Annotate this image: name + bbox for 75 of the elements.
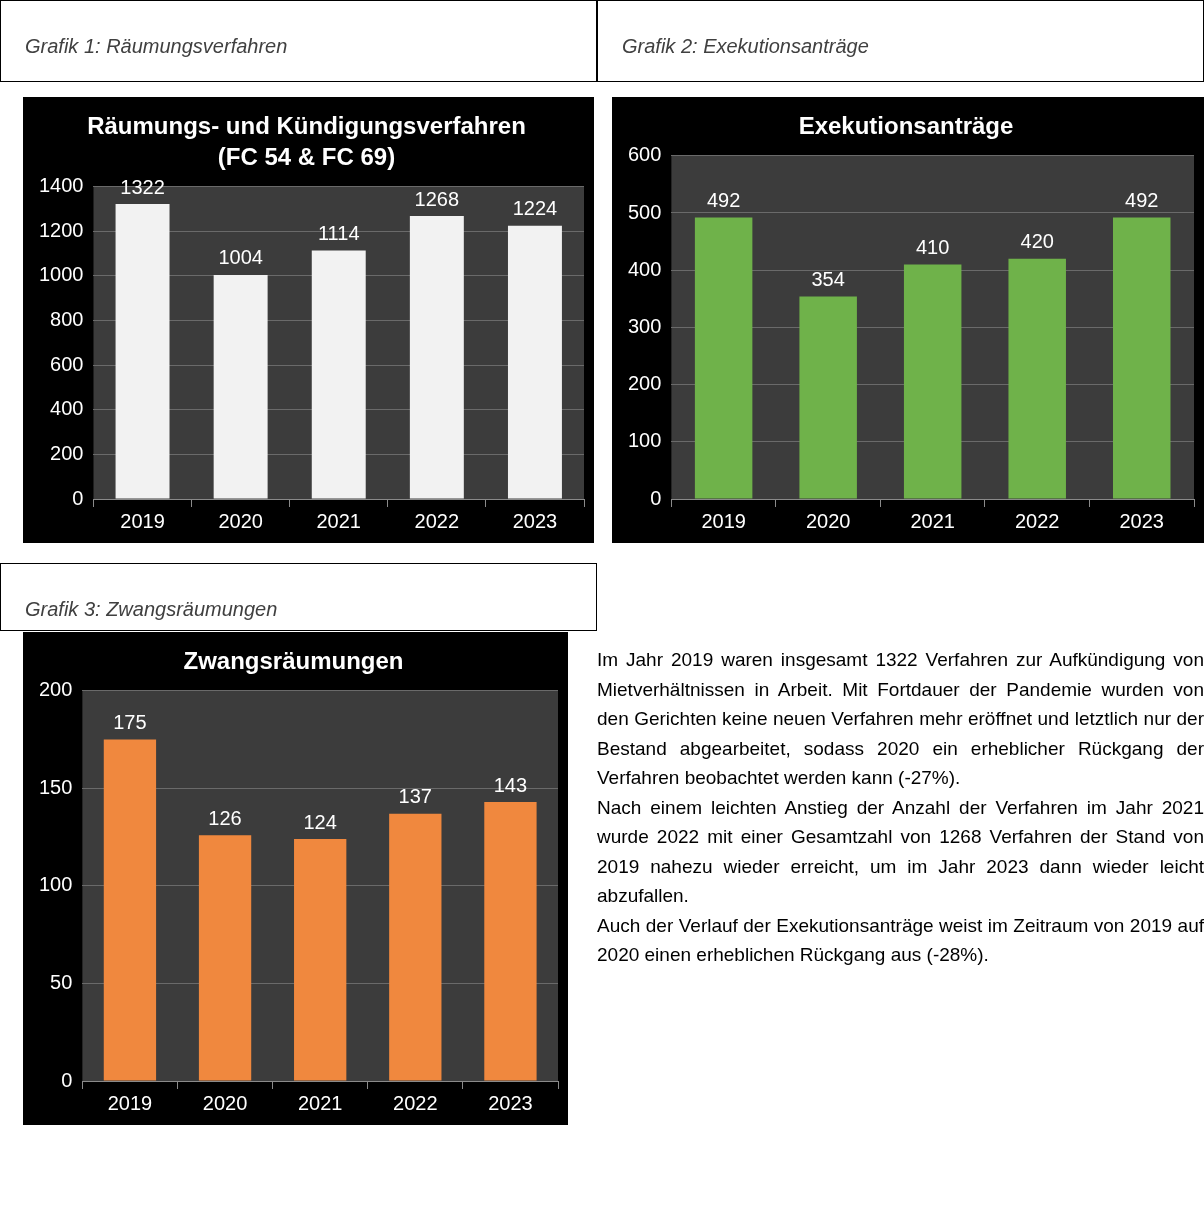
- text: Auch der Verlauf der Exekutionsanträge weist im Zeitraum von 2019 auf 2020 einen erheblichen Rückgang aus (-28%).: [597, 913, 1204, 967]
- data-label: 492: [706, 189, 741, 212]
- x-tick-label: 2020: [202, 1091, 248, 1114]
- x-tick-label: 2022: [393, 1091, 438, 1114]
- text: Grafik 1: Räumungsverfahren: [25, 35, 289, 58]
- x-tick-label: 2021: [910, 509, 955, 532]
- y-tick-label: 150: [38, 775, 73, 798]
- x-tick-label: 2020: [805, 509, 851, 532]
- bar: [311, 250, 366, 499]
- bar: [484, 802, 537, 1081]
- x-tick-label: 2023: [488, 1091, 533, 1114]
- y-tick-label: 1200: [38, 218, 84, 241]
- bar: [409, 216, 464, 499]
- y-tick-label: 400: [627, 257, 662, 280]
- bar: [694, 217, 753, 499]
- text: Grafik 3: Zwangsräumungen: [25, 598, 279, 621]
- y-tick-label: 50: [50, 970, 73, 993]
- x-tick-label: 2021: [297, 1091, 343, 1114]
- bar: [115, 204, 170, 499]
- y-tick-label: 0: [650, 486, 662, 509]
- bar: [507, 225, 562, 499]
- y-tick-label: 100: [38, 873, 73, 896]
- data-label: 410: [916, 236, 950, 258]
- y-tick-label: 0: [61, 1068, 73, 1091]
- data-label: 492: [1125, 189, 1159, 212]
- data-label: 1322: [120, 175, 165, 198]
- y-tick-label: 400: [50, 397, 84, 420]
- y-tick-label: 200: [50, 441, 84, 464]
- y-tick-label: 200: [38, 678, 73, 701]
- bar: [1008, 258, 1066, 499]
- data-label: 137: [398, 785, 432, 808]
- text: Nach einem leichten Anstieg der Anzahl der Verfahren im Jahr 2021 wurde 2022 mit einer Gesamtzahl von 1268 Verfahren der Stand von 2019 nahezu wieder erreicht, um im Jahr 2023 dann wieder leicht abzufallen.: [597, 795, 1204, 908]
- y-tick-label: 800: [50, 308, 84, 330]
- chart-subtitle: (FC 54 & FC 69): [217, 142, 396, 170]
- x-tick-label: 2020: [218, 509, 263, 532]
- y-tick-label: 600: [627, 143, 662, 166]
- x-tick-label: 2019: [120, 509, 165, 532]
- data-label: 1114: [317, 221, 360, 244]
- data-label: 143: [493, 773, 528, 796]
- data-label: 420: [1020, 230, 1054, 253]
- y-tick-label: 0: [72, 486, 84, 509]
- y-tick-label: 300: [627, 314, 662, 337]
- data-label: 354: [811, 268, 845, 291]
- y-tick-label: 1000: [38, 263, 84, 286]
- bar: [1112, 217, 1171, 499]
- x-tick-label: 2019: [701, 509, 746, 532]
- y-tick-label: 600: [50, 352, 84, 375]
- y-tick-label: 1400: [38, 174, 84, 197]
- x-tick-label: 2022: [414, 509, 460, 532]
- bar: [799, 296, 857, 499]
- data-label: 124: [303, 810, 337, 833]
- chart-title: Räumungs- und Kündigungsverfahren: [87, 112, 526, 140]
- x-tick-label: 2023: [512, 509, 558, 532]
- y-tick-label: 500: [627, 200, 662, 223]
- bar: [389, 813, 442, 1081]
- x-tick-label: 2019: [107, 1091, 153, 1114]
- chart-title: Zwangsräumungen: [183, 647, 404, 675]
- data-label: 1004: [218, 246, 263, 269]
- text: Grafik 2: Exekutionsanträge: [622, 35, 870, 58]
- y-tick-label: 200: [627, 372, 662, 395]
- y-tick-label: 100: [627, 429, 662, 452]
- bar: [198, 835, 252, 1081]
- bar: [103, 739, 157, 1081]
- text: Im Jahr 2019 waren insgesamt 1322 Verfahren zur Aufkündigung von Mietverhältnissen in Arbeit. Mit Fortdauer der Pandemie wurden von den Gerichten keine neuen Verfahren mehr eröffnet und letztlich nur der Bestand abgearbeitet, sodass 2020 ein erheblicher Rückgang der Verfahren beobachtet werden kann (-27%).: [597, 648, 1204, 790]
- data-label: 1268: [414, 187, 460, 210]
- bar: [903, 264, 962, 499]
- data-label: 1224: [512, 197, 558, 220]
- chart-title: Exekutionsanträge: [798, 112, 1014, 140]
- data-label: 126: [208, 806, 242, 829]
- x-tick-label: 2022: [1014, 509, 1060, 532]
- data-label: 175: [113, 711, 147, 734]
- bar: [294, 839, 347, 1081]
- x-tick-label: 2021: [316, 509, 361, 532]
- x-tick-label: 2023: [1119, 509, 1164, 532]
- bar: [213, 274, 268, 499]
